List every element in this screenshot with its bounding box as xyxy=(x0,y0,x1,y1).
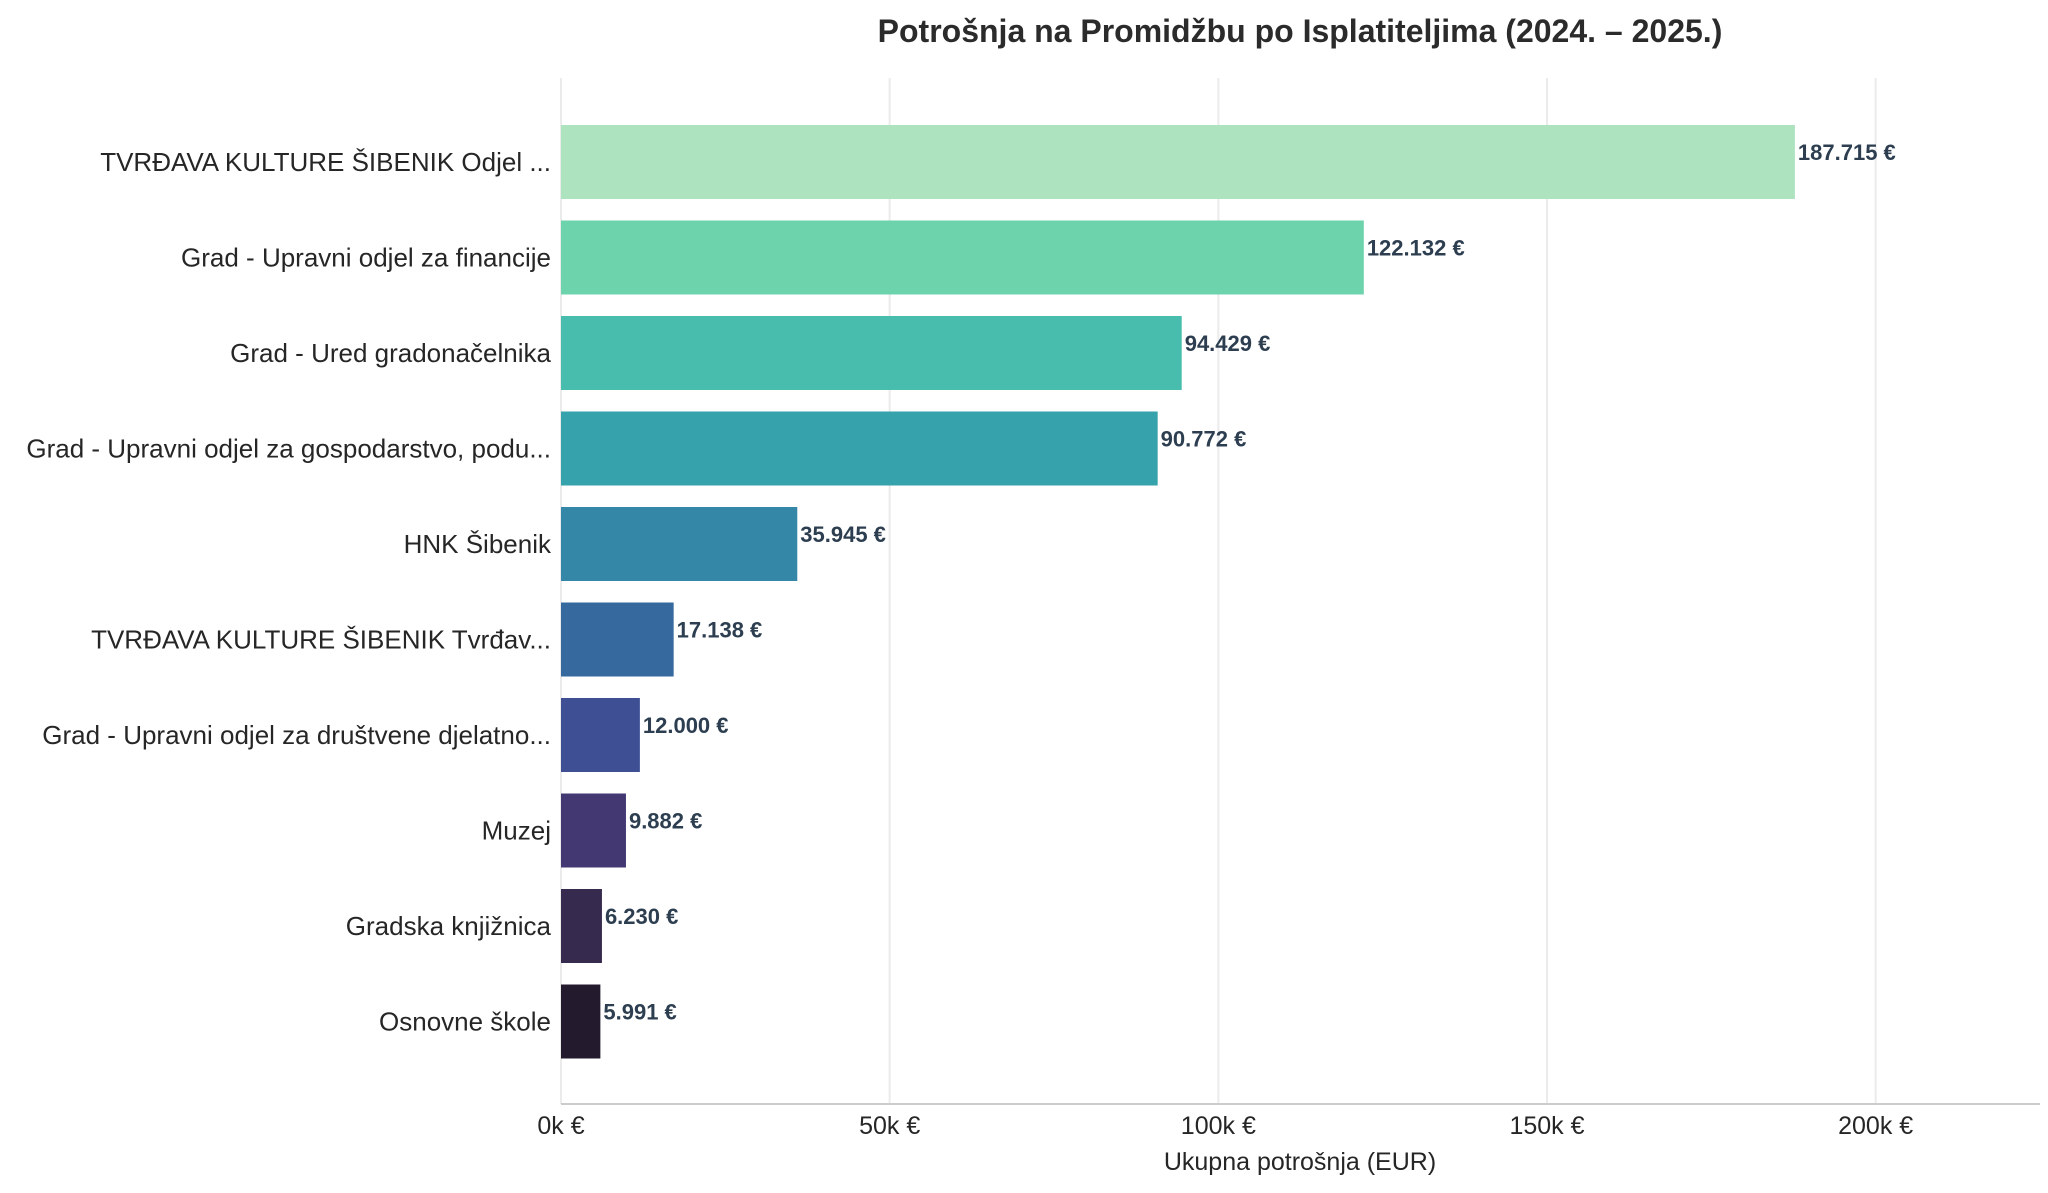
value-label: 12.000 € xyxy=(643,713,729,738)
category-label: Grad - Upravni odjel za društvene djelat… xyxy=(42,720,551,750)
bar xyxy=(561,316,1182,390)
bar xyxy=(561,889,602,963)
value-label: 187.715 € xyxy=(1798,140,1896,165)
x-axis-ticks: 0k € 50k € 100k € 150k € 200k € xyxy=(537,1112,1913,1140)
x-tick-label: 200k € xyxy=(1838,1112,1913,1140)
value-label: 94.429 € xyxy=(1185,331,1271,356)
category-label: HNK Šibenik xyxy=(404,529,552,559)
value-label: 5.991 € xyxy=(603,1000,676,1025)
value-label: 6.230 € xyxy=(605,904,678,929)
bar xyxy=(561,125,1795,199)
value-label: 17.138 € xyxy=(677,618,763,643)
value-label: 9.882 € xyxy=(629,809,702,834)
bar xyxy=(561,507,798,581)
category-label: Gradska knjižnica xyxy=(346,911,552,941)
x-tick-label: 100k € xyxy=(1181,1112,1256,1140)
x-tick-label: 150k € xyxy=(1509,1112,1584,1140)
bar xyxy=(561,793,626,868)
category-label: Osnovne škole xyxy=(379,1007,551,1037)
x-tick-label: 50k € xyxy=(859,1112,920,1140)
bar xyxy=(561,411,1158,486)
category-label: Muzej xyxy=(482,816,551,846)
category-label: TVRĐAVA KULTURE ŠIBENIK Tvrđav... xyxy=(91,625,551,655)
category-label: Grad - Upravni odjel za financije xyxy=(181,243,551,273)
bar xyxy=(561,984,601,1059)
x-tick-label: 0k € xyxy=(537,1112,584,1140)
labels-layer: TVRĐAVA KULTURE ŠIBENIK Odjel ... 187.715… xyxy=(26,140,1895,1037)
value-label: 122.132 € xyxy=(1367,236,1465,261)
category-label: Grad - Ured gradonačelnika xyxy=(230,338,551,368)
value-label: 35.945 € xyxy=(800,522,886,547)
bar xyxy=(561,602,674,677)
bars-layer xyxy=(561,125,1795,1059)
category-label: TVRĐAVA KULTURE ŠIBENIK Odjel ... xyxy=(100,147,551,177)
chart-title: Potrošnja na Promidžbu po Isplatiteljima… xyxy=(878,13,1723,49)
x-axis-title: Ukupna potrošnja (EUR) xyxy=(1164,1148,1436,1176)
bar xyxy=(561,698,640,772)
category-label: Grad - Upravni odjel za gospodarstvo, po… xyxy=(26,434,551,464)
value-label: 90.772 € xyxy=(1161,427,1247,452)
bar xyxy=(561,220,1364,295)
